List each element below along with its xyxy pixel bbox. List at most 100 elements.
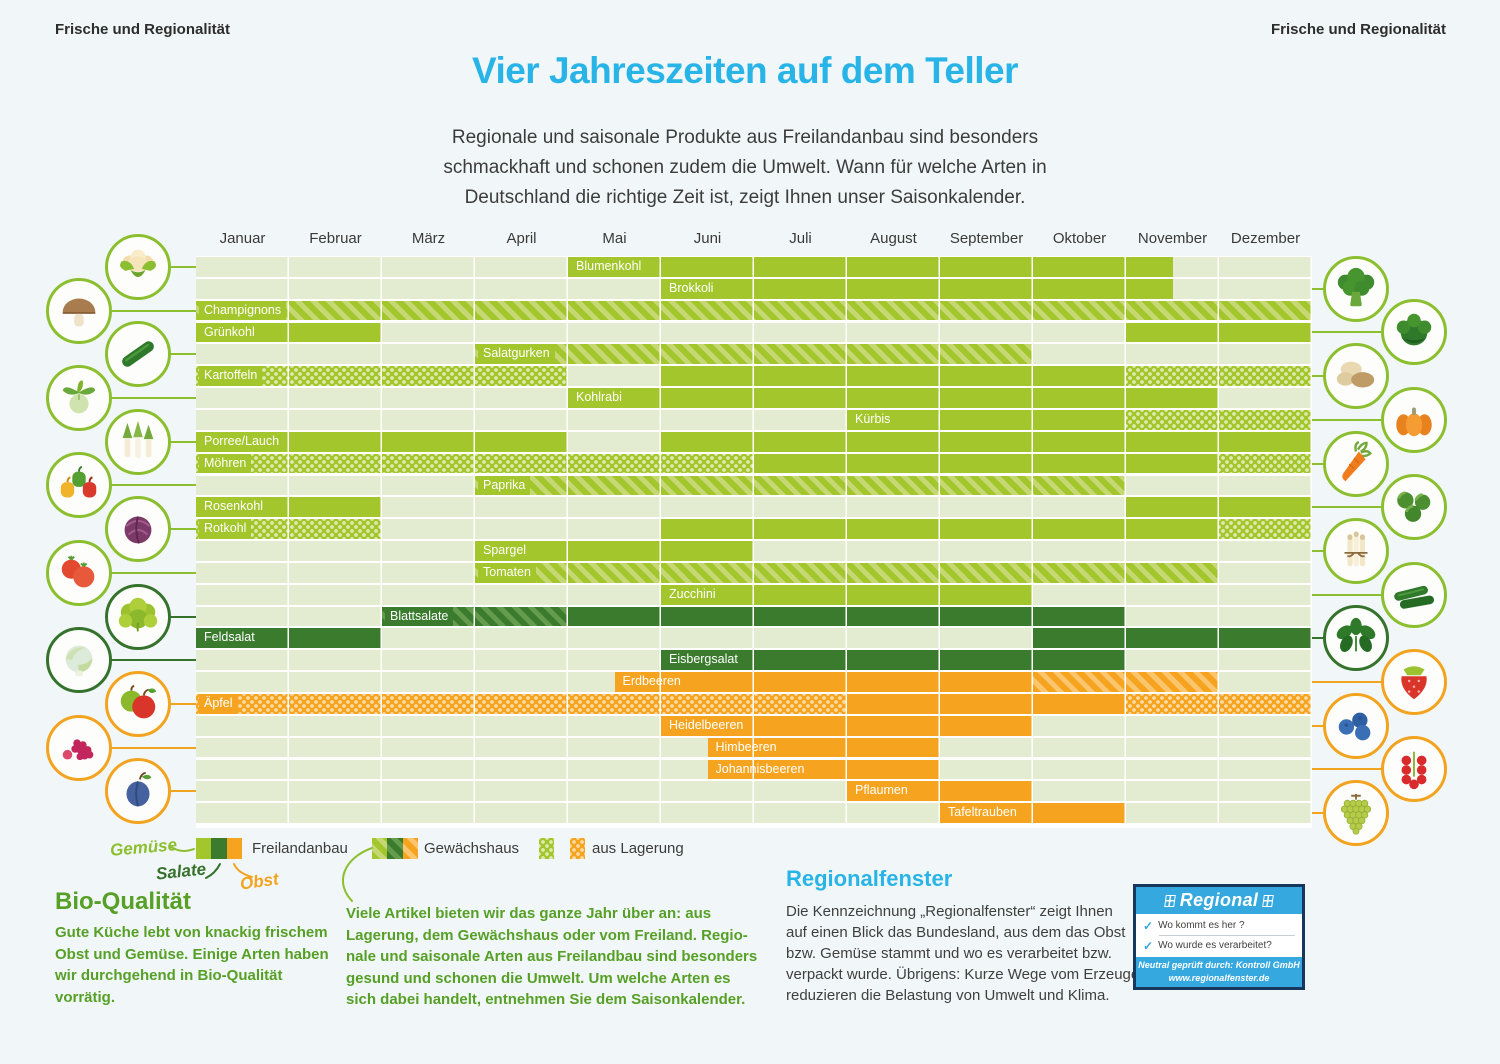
blattsalate-illustration — [118, 597, 158, 632]
badge-footer-line2: www.regionalfenster.de — [1168, 973, 1270, 983]
heidelbeeren-icon — [1323, 692, 1389, 759]
badge-header: Regional — [1136, 887, 1302, 914]
season-bar-segment — [1033, 628, 1312, 649]
calendar-row: Zucchini — [196, 584, 1312, 605]
tafeltrauben-illustration — [1340, 793, 1372, 835]
season-bar-segment — [1126, 366, 1312, 387]
badge-title: Regional — [1179, 890, 1259, 910]
legend-swatch-segment — [402, 838, 418, 859]
tomaten-illustration — [61, 555, 95, 588]
calendar-row: Kartoffeln — [196, 366, 1312, 387]
legend-swatch-segment — [196, 838, 212, 859]
season-bar-segment — [754, 453, 1219, 474]
checkmark-icon: ✓ — [1143, 918, 1154, 933]
badge-check-label: Wo wurde es verarbeitet? — [1158, 940, 1272, 951]
row-label: Tomaten — [478, 562, 536, 583]
calendar-row: Pflaumen — [196, 781, 1312, 802]
blumenkohl-icon — [105, 233, 171, 300]
legend-swatch-lagerung — [539, 838, 585, 859]
month-label: Dezember — [1230, 230, 1301, 247]
calendar-row: Paprika — [196, 475, 1312, 496]
row-label: Kürbis — [850, 409, 896, 430]
legend-swatch-segment — [554, 838, 569, 859]
brand-tagline-left: Frische und Regionalität — [55, 21, 231, 38]
bio-heading: Bio-Qualität — [55, 888, 191, 915]
legend-swatch-segment — [226, 838, 242, 859]
kohlrabi-illustration — [62, 380, 96, 414]
row-label: Eisbergsalat — [664, 650, 743, 671]
row-label: Rosenkohl — [199, 497, 269, 518]
row-label: Blumenkohl — [571, 257, 647, 277]
moehren-illustration — [1342, 440, 1373, 481]
legend-swatch-segment — [539, 838, 555, 859]
brokkoli-illustration — [1337, 267, 1375, 306]
eisbergsalat-illustration — [65, 645, 93, 677]
month-label: Februar — [309, 230, 362, 247]
legend-swatch-segment — [387, 838, 403, 859]
aepfel-icon — [105, 670, 171, 737]
row-label: Champignons — [199, 300, 287, 321]
calendar-row: Erdbeeren — [196, 672, 1312, 692]
calendar-row: Feldsalat — [196, 628, 1312, 649]
row-label: Spargel — [478, 541, 532, 561]
icon-connector-line — [1312, 506, 1414, 509]
intro-text: Regionale und saisonale Produkte aus Fre… — [443, 127, 1047, 208]
salatgurken-illustration — [122, 341, 154, 367]
calendar-row: Kohlrabi — [196, 388, 1312, 408]
tomaten-icon — [46, 539, 112, 606]
month-label: September — [949, 230, 1024, 247]
row-label: Möhren — [199, 453, 252, 474]
calendar-row: Johannisbeeren — [196, 759, 1312, 780]
calendar-row: Rotkohl — [196, 519, 1312, 539]
calendar-row: Kürbis — [196, 409, 1312, 430]
bio-body-text: Gute Küche lebt von knackig frischem Obs… — [55, 924, 329, 1006]
category-label-gemuese: Gemüse — [109, 835, 178, 860]
pflaumen-illustration — [126, 772, 152, 807]
season-bar-segment — [568, 606, 1126, 627]
row-label: Himbeeren — [710, 737, 782, 758]
season-bar-segment — [1033, 672, 1219, 692]
page-title: Vier Jahreszeiten auf dem Teller — [471, 50, 1019, 91]
season-bar-segment — [847, 694, 1126, 714]
brokkoli-icon — [1323, 255, 1389, 322]
row-label: Zucchini — [664, 584, 721, 605]
season-bar-segment — [1219, 519, 1312, 539]
calendar-row: Blattsalate — [196, 606, 1312, 627]
eisbergsalat-icon — [46, 627, 112, 694]
brand-tagline-right: Frische und Regionalität — [1270, 21, 1446, 38]
kuerbis-icon — [1381, 386, 1447, 453]
row-label: Feldsalat — [199, 628, 260, 649]
calendar-row: Rosenkohl — [196, 497, 1312, 518]
himbeeren-icon — [46, 714, 112, 781]
row-label: Kartoffeln — [199, 366, 263, 387]
season-bar-segment — [1126, 409, 1312, 430]
badge-check-item: ✓ Wo kommt es her ? — [1143, 919, 1295, 933]
kuerbis-illustration — [1396, 407, 1432, 437]
month-label: Januar — [219, 230, 266, 247]
calendar-row: Tomaten — [196, 562, 1312, 583]
porree-illustration — [122, 420, 154, 458]
season-bar-segment — [196, 694, 847, 714]
season-bar-segment — [475, 562, 1219, 583]
season-bar-segment — [661, 431, 1312, 452]
icon-connector-line — [1312, 331, 1414, 334]
season-bar-segment — [1219, 453, 1312, 474]
kohlrabi-icon — [46, 365, 112, 431]
icon-connector-line — [79, 484, 196, 487]
erdbeeren-illustration — [1401, 666, 1427, 700]
legend-swatch-segment — [569, 838, 585, 859]
month-label: April — [506, 230, 537, 247]
row-label: Blattsalate — [385, 606, 454, 627]
champignons-illustration — [62, 298, 96, 326]
badge-check-label: Wo kommt es her ? — [1158, 920, 1245, 931]
paprika-illustration — [60, 466, 97, 498]
spargel-illustration — [1344, 531, 1368, 567]
season-bar-segment — [568, 388, 1219, 408]
legend-swatch-gewaechshaus — [372, 838, 418, 859]
storage-note-text: Viele Artikel bieten wir das ganze Jahr … — [346, 905, 758, 1008]
legend-swatch-segment — [372, 838, 388, 859]
badge-footer-line1: Neutral geprüft durch: Kontroll GmbH — [1138, 960, 1300, 970]
kartoffeln-icon — [1323, 343, 1389, 410]
icon-connector-line — [1312, 418, 1414, 421]
